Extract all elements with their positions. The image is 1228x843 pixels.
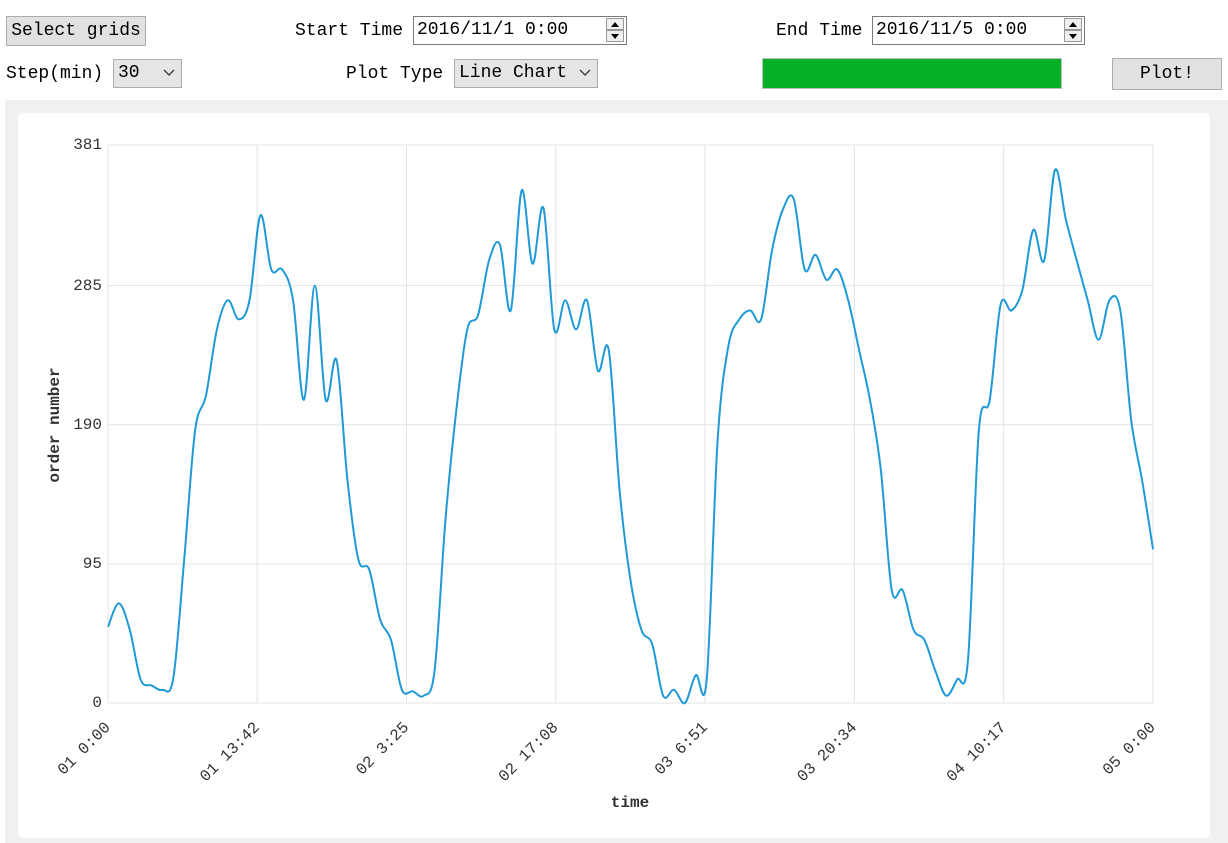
x-tick-label: 03 6:51 [651, 719, 711, 779]
y-tick-label: 381 [73, 136, 102, 154]
y-axis-label: order number [46, 367, 64, 482]
end-time-label: End Time [776, 21, 863, 41]
start-time-label: Start Time [295, 21, 404, 41]
start-time-input[interactable]: 2016/11/1 0:00 [413, 16, 627, 45]
x-tick-label: 01 13:42 [197, 719, 264, 786]
step-value: 30 [118, 63, 140, 83]
x-tick-label: 04 10:17 [943, 719, 1010, 786]
y-tick-label: 190 [73, 416, 102, 434]
x-tick-label: 01 0:00 [54, 719, 114, 779]
data-line [107, 168, 1154, 705]
x-tick-label: 03 20:34 [794, 719, 861, 786]
chevron [163, 69, 175, 76]
y-tick-label: 285 [73, 277, 102, 295]
plot-type-combo[interactable]: Line Chart [454, 59, 598, 88]
x-tick-label: 02 17:08 [495, 719, 562, 786]
plot-button[interactable]: Plot! [1112, 58, 1222, 90]
step-label: Step(min) [6, 64, 104, 84]
spin-arrows[interactable] [606, 18, 624, 43]
x-axis-label: time [611, 794, 649, 812]
step-combo[interactable]: 30 [113, 59, 182, 88]
x-tick-label: 05 0:00 [1099, 719, 1159, 779]
chevron [579, 69, 591, 76]
x-tick-label: 02 3:25 [353, 719, 413, 779]
y-tick-label: 0 [92, 694, 102, 712]
plot-type-value: Line Chart [459, 63, 568, 83]
plot-type-label: Plot Type [346, 64, 444, 84]
progress-bar [762, 58, 1062, 89]
spin-arrows[interactable] [1064, 18, 1082, 43]
chart-card [18, 113, 1210, 838]
start-time-value: 2016/11/1 0:00 [417, 20, 569, 40]
y-tick-label: 95 [83, 555, 102, 573]
end-time-input[interactable]: 2016/11/5 0:00 [872, 16, 1085, 45]
end-time-value: 2016/11/5 0:00 [876, 20, 1028, 40]
select-grids-button[interactable]: Select grids [6, 16, 146, 46]
